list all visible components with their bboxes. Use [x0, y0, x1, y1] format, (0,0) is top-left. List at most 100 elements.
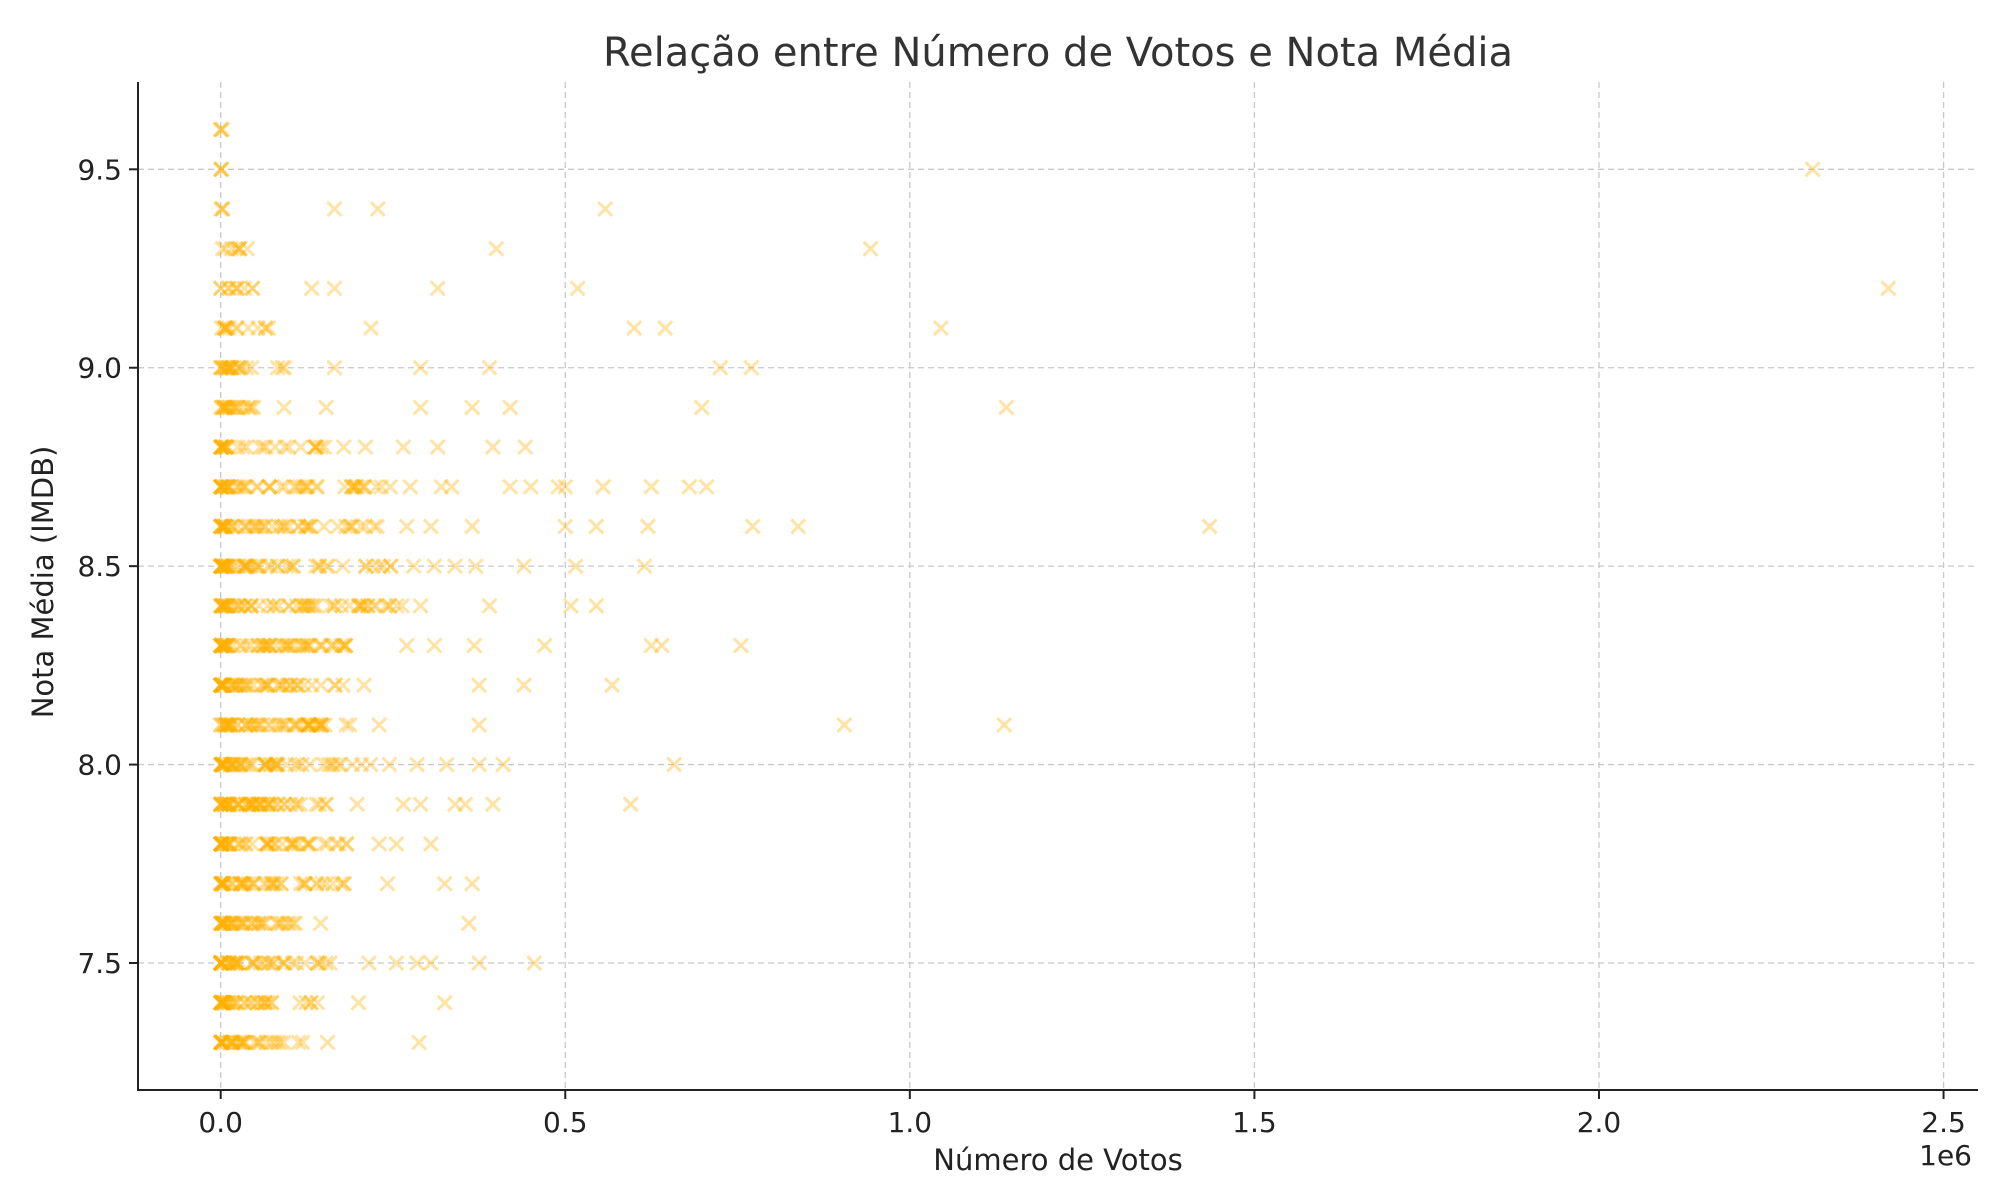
data-point — [235, 915, 252, 932]
data-point — [338, 835, 355, 853]
data-point — [214, 875, 231, 892]
data-point — [365, 597, 383, 614]
data-point — [257, 637, 274, 654]
data-point — [218, 835, 235, 853]
data-point — [216, 677, 233, 694]
data-point — [244, 796, 261, 813]
data-point — [732, 637, 750, 654]
data-point — [246, 875, 263, 892]
data-point — [212, 756, 229, 773]
data-point — [224, 796, 242, 813]
data-point — [357, 439, 374, 456]
data-point — [243, 915, 260, 932]
data-point — [213, 954, 230, 972]
data-point — [238, 359, 255, 376]
data-point — [229, 280, 246, 297]
data-point — [214, 875, 231, 892]
data-point — [382, 478, 399, 495]
chart-title: Relação entre Número de Votos e Nota Méd… — [603, 30, 1513, 76]
data-point — [230, 399, 247, 416]
data-point — [257, 319, 274, 337]
data-point — [294, 478, 311, 495]
data-point — [315, 835, 333, 853]
data-point — [367, 597, 384, 614]
data-point — [216, 319, 233, 337]
data-point — [237, 875, 254, 892]
data-point — [217, 756, 234, 773]
data-point — [357, 518, 374, 535]
data-point — [481, 359, 498, 376]
data-point — [350, 597, 368, 614]
data-point — [213, 756, 230, 773]
data-point — [212, 796, 229, 813]
data-point — [323, 756, 340, 773]
data-point — [272, 1034, 289, 1051]
data-point — [275, 1034, 292, 1051]
data-point — [238, 558, 255, 575]
data-point — [215, 677, 232, 694]
data-point — [213, 756, 230, 773]
data-point — [316, 756, 333, 773]
data-point — [334, 677, 351, 694]
data-point — [312, 716, 329, 733]
data-point — [231, 875, 248, 892]
data-point — [467, 558, 484, 575]
data-point — [224, 677, 241, 694]
data-point — [284, 558, 302, 575]
data-point — [306, 439, 323, 456]
data-point — [212, 677, 229, 694]
data-point — [291, 637, 308, 654]
data-point — [212, 518, 229, 535]
data-point — [296, 875, 313, 892]
data-point — [282, 796, 299, 813]
data-point — [212, 1034, 229, 1051]
data-point — [219, 716, 236, 733]
data-point — [232, 875, 249, 892]
data-point — [217, 1034, 235, 1051]
data-point — [212, 597, 229, 614]
data-point — [220, 835, 237, 853]
data-point — [214, 677, 231, 694]
data-point — [213, 597, 230, 614]
data-point — [263, 994, 280, 1011]
data-point — [218, 319, 236, 337]
data-point — [1201, 518, 1218, 535]
data-point — [368, 478, 385, 495]
data-point — [299, 716, 316, 733]
data-point — [223, 518, 240, 535]
data-point — [221, 954, 239, 972]
data-point — [212, 478, 229, 495]
data-point — [1804, 161, 1821, 178]
data-point — [219, 875, 237, 892]
data-point — [388, 954, 405, 972]
data-point — [226, 597, 243, 614]
data-point — [245, 399, 262, 416]
data-point — [639, 518, 657, 535]
data-point — [217, 677, 234, 694]
data-point — [217, 439, 234, 456]
data-point — [244, 756, 261, 773]
data-point — [276, 954, 293, 972]
data-point — [232, 875, 249, 892]
data-point — [273, 716, 290, 733]
data-point — [218, 439, 235, 456]
data-point — [231, 240, 248, 257]
data-point — [217, 439, 234, 456]
data-point — [215, 677, 232, 694]
data-point — [261, 796, 278, 813]
data-point — [212, 875, 230, 892]
data-point — [438, 756, 455, 773]
data-point — [228, 677, 245, 694]
data-point — [338, 835, 355, 853]
data-point — [214, 994, 231, 1011]
data-point — [214, 875, 231, 892]
data-point — [237, 558, 254, 575]
data-point — [250, 915, 267, 932]
data-point — [212, 200, 230, 218]
data-point — [212, 677, 229, 694]
data-point — [213, 518, 230, 535]
data-point — [219, 399, 236, 416]
data-point — [214, 1034, 231, 1051]
data-point — [216, 716, 234, 733]
data-point — [293, 597, 310, 614]
